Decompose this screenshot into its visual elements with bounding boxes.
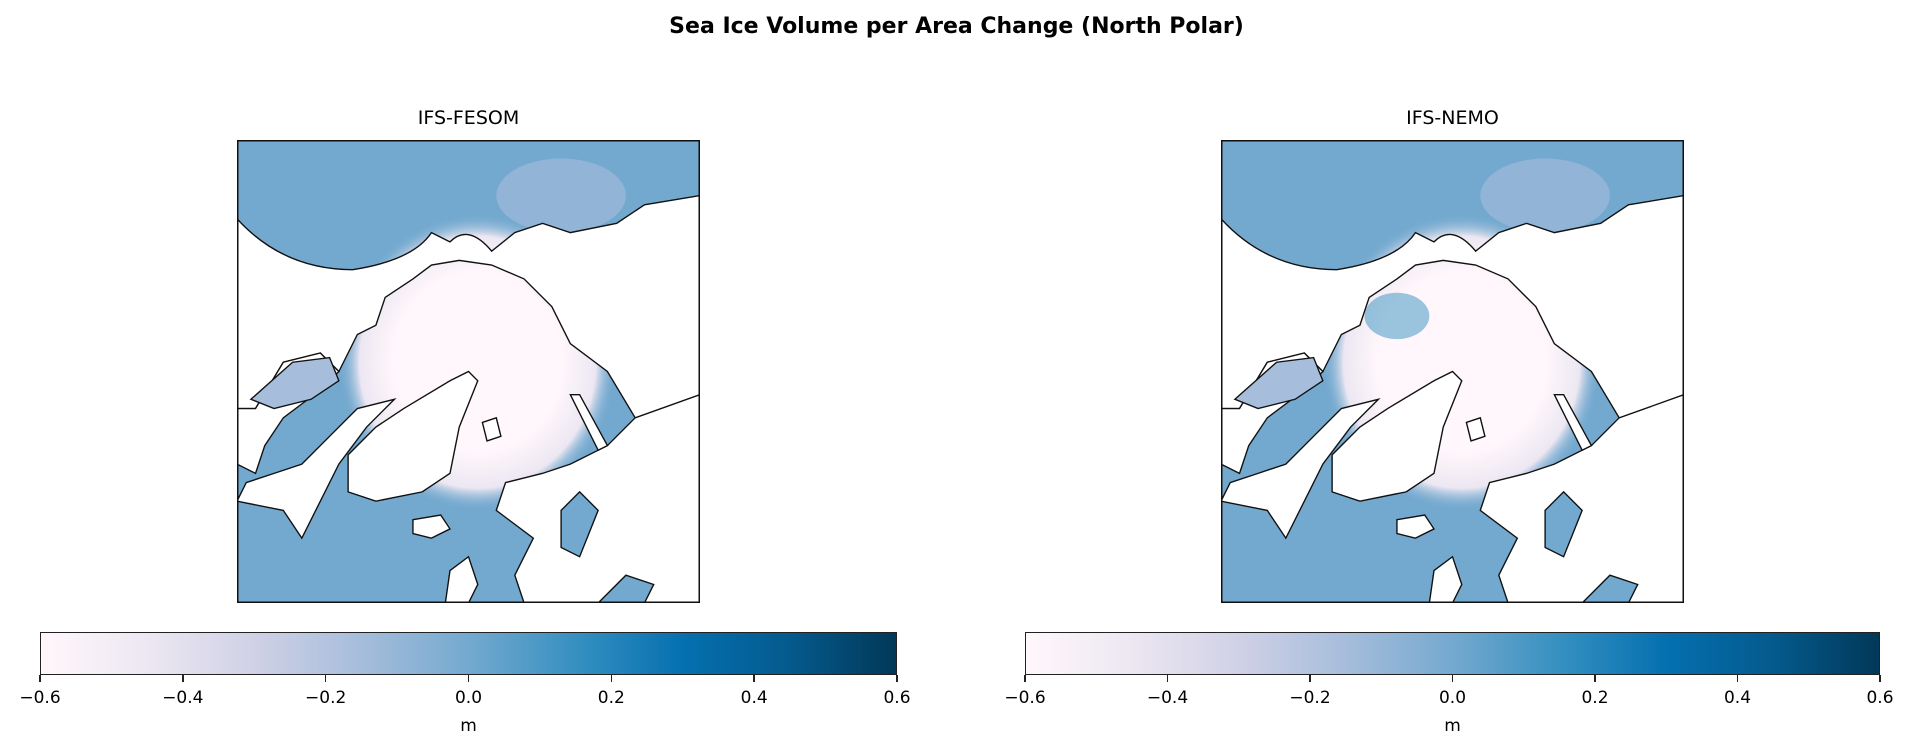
colorbar-tick [182,675,184,682]
colorbar-tick-label: 0.4 [740,688,768,708]
map-frame [237,140,700,603]
land-siberia-north-america-top [1221,194,1684,419]
colorbar-tick [896,675,898,682]
hudson-bay [249,356,340,410]
colorbar-gradient [40,632,897,675]
colorbar-tick-label: 0.6 [883,688,911,708]
colorbar-tick-label: −0.4 [1146,688,1189,708]
colorbar-tick [1024,675,1026,682]
land-uk [444,555,479,603]
colorbar-tick-label: −0.6 [1004,688,1046,708]
colorbar-tick-label: 0.6 [1866,688,1894,708]
colorbar-tick [467,675,470,682]
colorbar-tick-label: 0.0 [454,688,483,708]
colorbar-tick-label: −0.4 [162,688,204,708]
colorbar-tick [1451,675,1454,682]
colorbar-label: m [1444,716,1461,736]
land-novaya-zemlya [1553,393,1593,452]
ice-field-pacific [1480,158,1610,233]
figure-title: Sea Ice Volume per Area Change (North Po… [669,14,1244,39]
land-canada [237,397,397,540]
colorbar-tick [1166,675,1169,682]
hudson-bay [1233,356,1324,410]
land-scandinavia-russia [495,393,700,603]
colorbar-tick-label: 0.0 [1438,688,1467,708]
colorbar-gradient [1025,632,1880,675]
colorbar-tick-label: 0.4 [1723,688,1752,708]
colorbar-tick-label: 0.2 [1581,688,1609,708]
colorbar-tick [610,675,613,682]
ice-field-beaufort [1364,292,1430,340]
baltic-sea [1544,490,1583,558]
map-frame [1221,140,1684,603]
colorbar-tick [1594,675,1596,682]
colorbar-tick [753,675,755,682]
caspian-sea [597,574,655,603]
colorbar-tick-label: −0.2 [305,688,347,708]
land-siberia-north-america-top [237,194,700,419]
land-iceland [412,514,451,539]
land-scandinavia-russia [1479,393,1684,603]
caspian-sea [1581,574,1639,603]
colorbar-tick-label: −0.6 [19,688,61,708]
land-greenland [347,370,479,502]
panel-title-ifs-fesom: IFS-FESOM [417,107,520,129]
land-greenland [1331,370,1463,502]
land-canada [1221,397,1381,540]
colorbar-tick [1879,675,1881,682]
land-svalbard [481,416,502,442]
colorbar-tick-label: −0.2 [1289,688,1331,708]
colorbar-tick [39,675,41,682]
land-novaya-zemlya [569,393,609,452]
map-ifs-nemo [1221,140,1684,603]
baltic-sea [560,490,599,558]
colorbar-tick [1736,675,1739,682]
land-svalbard [1465,416,1486,442]
land-uk [1428,555,1463,603]
colorbar-label: m [460,716,477,736]
colorbar-tick-label: 0.2 [597,688,625,708]
ice-field-pacific [496,158,626,233]
land-iceland [1396,514,1435,539]
colorbar-tick [1309,675,1311,682]
panel-title-ifs-nemo: IFS-NEMO [1406,107,1499,129]
colorbar-tick [324,675,327,682]
map-ifs-fesom [237,140,700,603]
